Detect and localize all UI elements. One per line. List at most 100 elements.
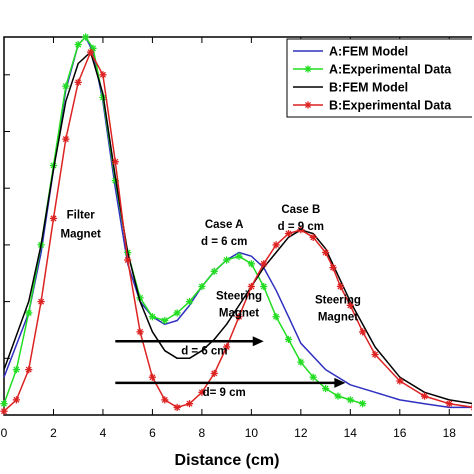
x-tick-label: 18 [443,426,457,440]
legend-entry: B:FEM Model [293,81,408,95]
data-point [346,301,354,309]
data-point [260,282,268,291]
legend-label: A:Experimental Data [329,63,452,77]
arrow_b [115,377,346,388]
data-point [161,396,169,404]
data-point [124,256,132,264]
legend-entry: A:FEM Model [293,45,408,59]
annotation-arrow_b_label: d= 9 cm [203,387,246,399]
series-4 [0,48,474,415]
data-point [136,294,144,302]
x-tick-label: 16 [393,426,407,440]
data-point [0,400,8,408]
annotation-case_b1: Case B [281,204,320,216]
data-point [25,309,33,317]
data-point [198,388,206,396]
data-point [161,316,169,325]
data-point [210,267,218,275]
data-point [309,233,317,241]
arrow-head [334,377,346,388]
data-point [420,392,429,400]
data-point [12,396,20,404]
data-point [346,396,354,404]
data-point [25,366,33,374]
data-point [297,226,305,234]
data-point [0,407,8,415]
annotation-steer_a2: Magnet [219,308,259,320]
data-point [223,256,231,264]
x-tick-label: 12 [294,426,308,440]
x-tick-label: 10 [245,426,259,440]
legend-entry: B:Experimental Data [293,99,452,113]
data-point [235,252,243,260]
x-tick-label: 14 [344,426,358,440]
data-point [359,400,367,408]
data-point [247,282,255,291]
data-point [260,260,268,268]
legend-marker [304,101,312,109]
legend: A:FEM Model A:Experimental Data B:FEM Mode… [286,0,474,474]
data-point [173,403,181,412]
arrow_a [115,336,264,347]
legend-box [286,38,474,118]
data-point [185,298,194,306]
data-point [62,82,70,90]
y-axis [4,74,10,416]
data-point [12,366,20,374]
series-3 [3,51,474,405]
data-point [297,358,305,366]
data-point [111,158,119,166]
data-point [148,373,157,381]
annotation-steer_a1: Steering [216,291,262,303]
data-point [148,313,157,321]
data-point [136,328,144,336]
data-point [309,373,317,381]
annotation-arrow_a_label: d = 6 cm [181,346,227,358]
data-point [284,229,293,238]
legend-label: A:FEM Model [329,45,408,59]
x-tick-label: 6 [149,426,156,440]
data-point [445,400,453,408]
series-2 [0,33,367,408]
series-layer [0,33,474,415]
annotation-steer_b2: Magnet [318,312,358,324]
data-point [74,78,82,86]
data-point [334,392,342,400]
annotation-case_a2: d = 6 cm [201,236,247,248]
annotation-case_b2: d = 9 cm [278,221,324,233]
x-tick-label: 4 [100,426,107,440]
data-point [210,369,218,378]
legend-entry: A:Experimental Data [293,63,452,77]
x-tick-label: 2 [50,426,57,440]
annotation-case_a1: Case A [205,219,244,231]
annotation-filter2: Magnet [61,228,101,240]
series-line [3,51,474,405]
x-axis: 0 2 4 6 8 10 12 14 16 18 [1,37,457,440]
right-edge-mask [472,0,474,474]
data-point [62,135,70,143]
data-point [336,282,345,291]
data-point [284,335,293,343]
annotation-filter1: Filter [67,209,96,221]
data-point [185,400,194,408]
annotation-steer_b1: Steering [315,294,361,306]
data-point [173,309,181,317]
arrow-layer [115,336,346,388]
legend-marker [304,65,312,73]
legend-label: B:Experimental Data [329,99,452,113]
data-point [272,313,280,321]
data-point [49,214,58,223]
data-point [37,298,45,306]
data-point [198,282,206,291]
x-tick-label: 0 [1,426,8,440]
data-point [235,313,243,321]
data-point [86,48,95,56]
annotation-layer: Filter Magnet Case A d = 6 cm Case B d = 9 cm… [61,204,361,399]
data-point [223,343,231,351]
data-point [247,260,255,268]
data-point [329,263,337,272]
data-point [396,377,404,385]
data-point [99,71,107,79]
arrow-head [252,336,264,347]
